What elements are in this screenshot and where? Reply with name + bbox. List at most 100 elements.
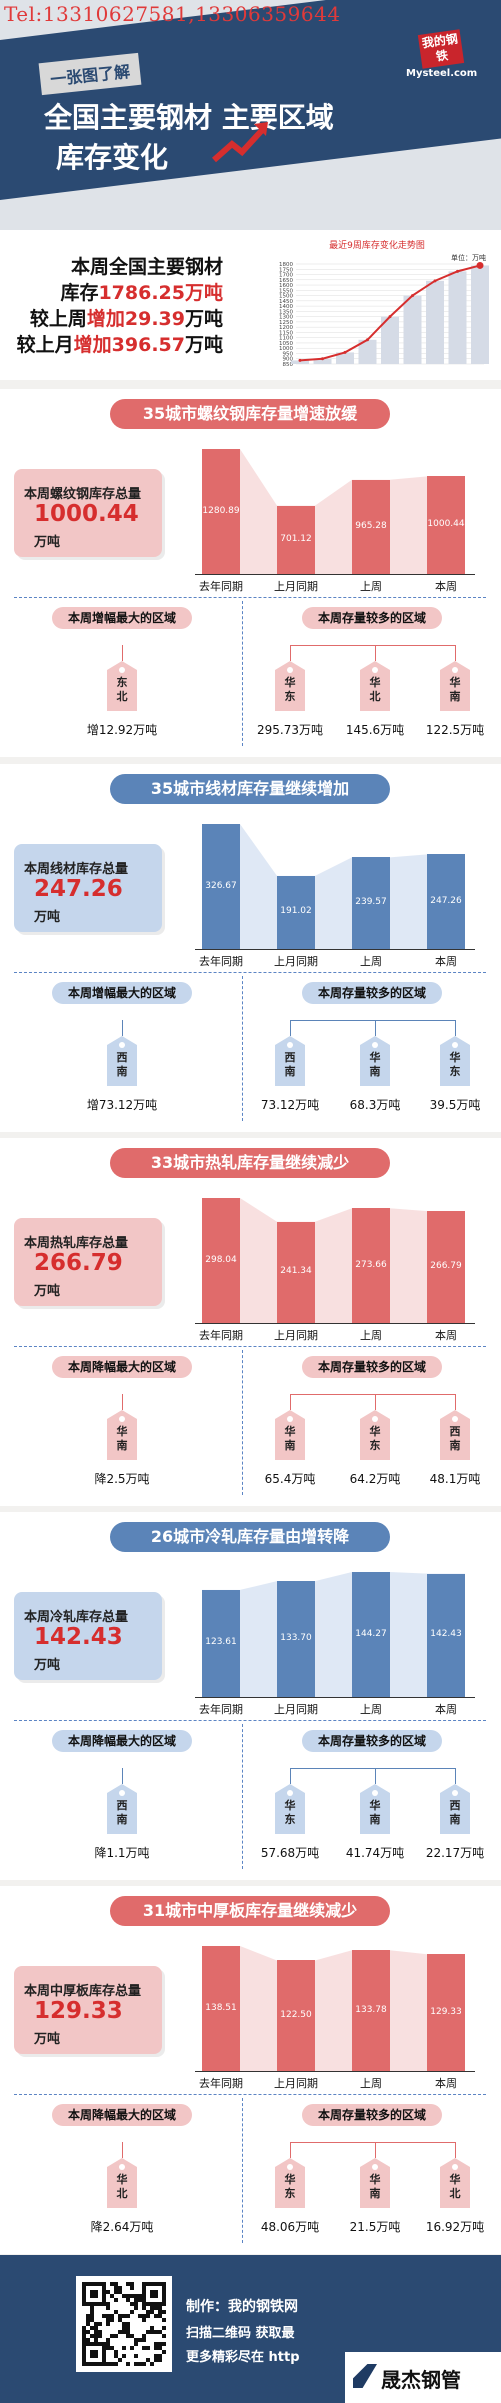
top-change-amount: 增12.92万吨 [86, 723, 158, 737]
footer-more-text[interactable]: 更多精彩尽在 http [186, 2350, 300, 2365]
tag-hole [287, 1416, 293, 1422]
tag-hole [372, 1790, 378, 1796]
dashed-divider [14, 1346, 486, 1347]
tag-string [290, 1768, 291, 1784]
region-char: 南 [449, 690, 461, 703]
bar-value-label: 138.51 [205, 2002, 237, 2013]
total-stock-card: 本周冷轧库存总量 142.43 万吨 [14, 1592, 162, 1680]
tag-string [290, 645, 291, 661]
region-tag: 华南 [440, 661, 470, 711]
region-tag: 东北 [107, 661, 137, 711]
chart-baseline [195, 949, 475, 950]
bar-value-label: 965.28 [355, 520, 387, 531]
region-name: 西南 [107, 1799, 137, 1827]
bar-area-fill [202, 1946, 465, 2071]
dashed-divider-vertical [242, 2098, 243, 2243]
footer-scan-text: 扫描二维码 获取最 [186, 2326, 295, 2341]
bar-area-fill [202, 449, 465, 574]
region-char: 西 [116, 1051, 128, 1064]
contact-phone: Tel:13310627581,13306359644 [4, 2, 341, 26]
region-char: 东 [116, 676, 128, 689]
brand-swoosh-icon [353, 2364, 377, 2388]
region-char: 南 [116, 1065, 128, 1078]
bar [277, 875, 315, 949]
summary-line3-label: 较上周 [29, 308, 87, 330]
trend-y-tick: 1300 [279, 315, 293, 321]
region-char: 西 [116, 1799, 128, 1812]
region-name: 华东 [275, 2173, 305, 2201]
tag-string [122, 1768, 123, 1784]
tag-string [375, 1394, 376, 1410]
top-change-region-heading: 本周降幅最大的区域 [52, 1356, 192, 1378]
bar-category-label: 本周 [435, 2077, 457, 2090]
brand-name: 晟杰钢管 [381, 2368, 461, 2392]
summary-line1: 本周全国主要钢材 [70, 256, 223, 278]
tag-hole [287, 1790, 293, 1796]
region-char: 华 [284, 2173, 296, 2186]
tag-string [122, 1394, 123, 1410]
chart-baseline [195, 574, 475, 575]
trend-y-tick: 850 [283, 362, 294, 368]
tag-string [122, 2142, 123, 2158]
trend-y-tick: 1150 [279, 330, 293, 336]
bar [352, 479, 390, 574]
total-stock-unit: 万吨 [34, 2032, 61, 2047]
tag-hole [372, 2164, 378, 2170]
region-char: 华 [369, 676, 381, 689]
region-char: 东 [284, 2187, 296, 2200]
bar-category-label: 去年同期 [199, 580, 243, 593]
region-tag: 华北 [440, 2158, 470, 2208]
bar [202, 1198, 240, 1323]
bar-value-label: 142.43 [430, 1629, 462, 1640]
bar-category-label: 本周 [435, 955, 457, 968]
region-stock-amount: 39.5万吨 [429, 1098, 481, 1112]
region-char: 华 [449, 2173, 461, 2186]
bar [202, 449, 240, 574]
region-char: 华 [284, 676, 296, 689]
trend-y-tick: 1400 [279, 304, 293, 310]
dashed-divider-vertical [242, 601, 243, 746]
footer-credit: 制作：我的钢铁网 [186, 2299, 298, 2315]
region-tag: 华东 [275, 1784, 305, 1834]
region-name: 华南 [360, 1051, 390, 1079]
region-name: 华南 [440, 676, 470, 704]
dashed-divider-vertical [242, 976, 243, 1121]
region-name: 西南 [275, 1051, 305, 1079]
trend-bar [403, 295, 422, 364]
trend-bar [313, 358, 332, 364]
top-change-region-heading: 本周增幅最大的区域 [52, 982, 192, 1004]
region-name: 华东 [275, 1799, 305, 1827]
trend-y-tick: 1050 [279, 341, 293, 347]
region-name: 华南 [360, 2173, 390, 2201]
bar-category-label: 上周 [360, 2077, 382, 2090]
logo: 我的钢铁 Mysteel.com [406, 29, 477, 79]
region-tag: 华南 [360, 2158, 390, 2208]
bar [202, 1589, 240, 1697]
total-stock-unit: 万吨 [34, 910, 61, 925]
region-char: 北 [116, 690, 128, 703]
region-name: 西南 [440, 1799, 470, 1827]
rising-arrow-icon [212, 122, 268, 163]
region-char: 北 [369, 690, 381, 703]
bar [427, 1211, 465, 1323]
header: Tel:13310627581,13306359644 一张图了解 全国主要钢材… [0, 0, 501, 230]
trend-y-tick: 1750 [279, 267, 293, 273]
trend-point [388, 315, 392, 319]
trend-bar [358, 339, 377, 364]
trend-y-tick: 1000 [279, 346, 293, 352]
summary-line4-unit: 万吨 [184, 334, 223, 356]
trend-point [411, 294, 414, 298]
tag-string [455, 1394, 456, 1410]
top-stock-region-heading: 本周存量较多的区域 [302, 1730, 442, 1752]
top-change-amount: 降2.5万吨 [94, 1472, 150, 1486]
bar-value-label: 129.33 [430, 2006, 462, 2017]
section-title: 26城市冷轧库存量由增转降 [110, 1522, 390, 1552]
region-stock-amount: 48.06万吨 [260, 2220, 320, 2234]
trend-bar [471, 265, 489, 364]
bar-value-label: 273.66 [355, 1259, 387, 1270]
region-name: 华北 [440, 2173, 470, 2201]
qr-code-icon[interactable] [76, 2276, 172, 2372]
region-char: 华 [284, 1425, 296, 1438]
bar-value-label: 133.70 [280, 1633, 312, 1644]
dashed-divider [14, 2094, 486, 2095]
